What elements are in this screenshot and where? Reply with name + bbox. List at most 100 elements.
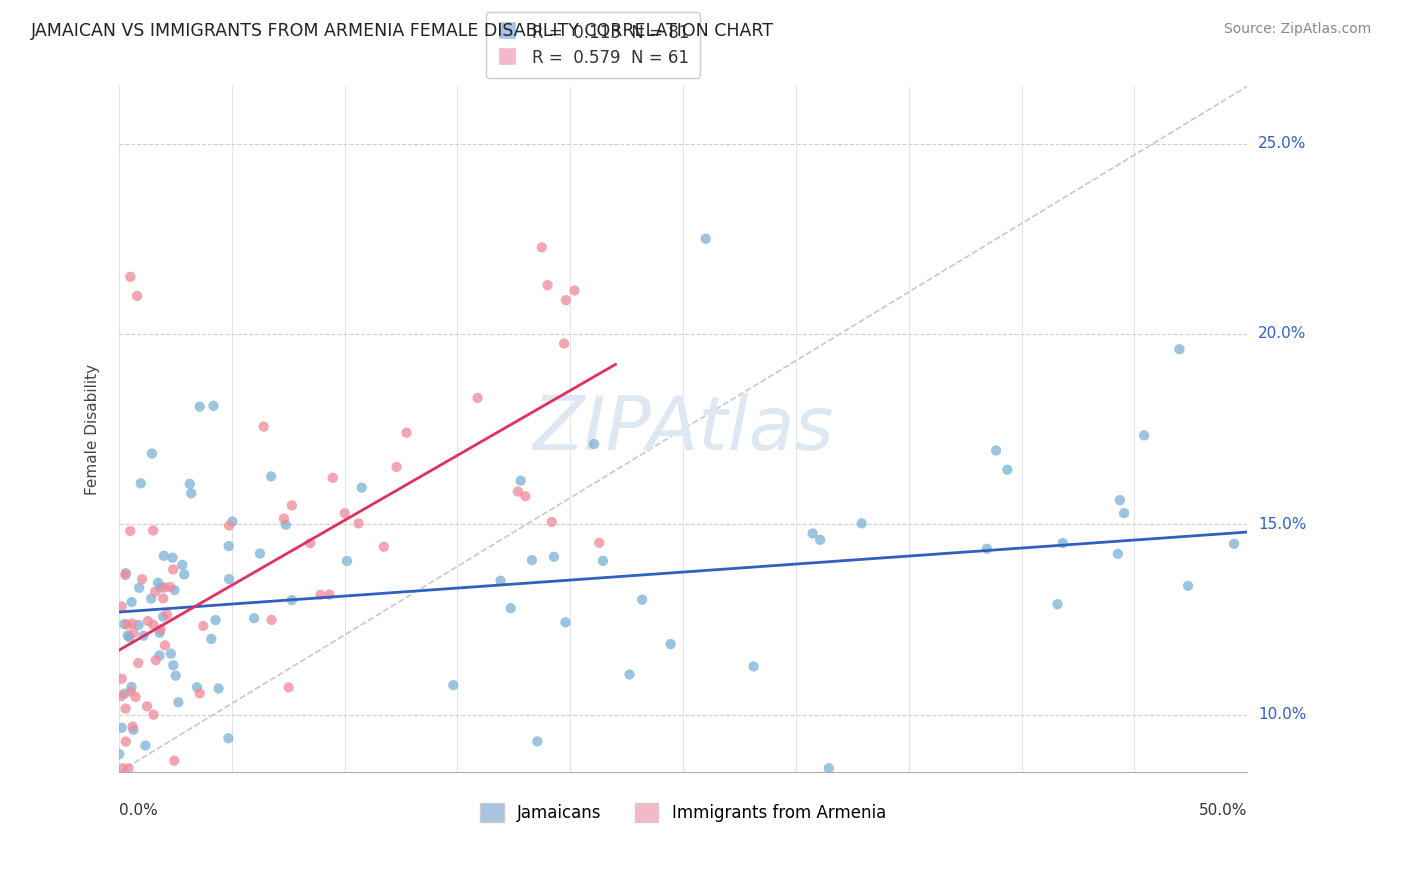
Point [1108, 493, 1130, 508]
Point [515, 489, 537, 503]
Point [120, 269, 142, 284]
Point [299, 536, 322, 550]
Point [149, 625, 172, 640]
Point [273, 511, 295, 525]
Point [115, 617, 138, 632]
Point [162, 562, 184, 576]
Point [167, 695, 190, 709]
Text: JAMAICAN VS IMMIGRANTS FROM ARMENIA FEMALE DISABILITY CORRELATION CHART: JAMAICAN VS IMMIGRANTS FROM ARMENIA FEMA… [31, 22, 773, 40]
Point [122, 626, 145, 640]
Point [395, 425, 418, 440]
Point [128, 618, 150, 632]
Point [260, 469, 283, 483]
Point [851, 516, 873, 531]
Point [554, 615, 576, 630]
Point [179, 476, 201, 491]
Point [112, 617, 135, 632]
Point [1107, 547, 1129, 561]
Point [808, 533, 831, 547]
Point [202, 399, 225, 413]
Point [218, 518, 240, 533]
Point [159, 580, 181, 594]
Point [801, 526, 824, 541]
Point [1112, 506, 1135, 520]
Point [564, 284, 586, 298]
Point [260, 613, 283, 627]
Point [309, 588, 332, 602]
Point [322, 471, 344, 485]
Point [995, 463, 1018, 477]
Point [132, 629, 155, 643]
Point [373, 540, 395, 554]
Point [108, 747, 131, 761]
Point [142, 707, 165, 722]
Point [121, 616, 143, 631]
Point [1052, 536, 1074, 550]
Point [128, 581, 150, 595]
Point [1046, 597, 1069, 611]
Point [160, 647, 183, 661]
Point [146, 575, 169, 590]
Point [553, 336, 575, 351]
Point [172, 558, 194, 572]
Point [152, 591, 174, 606]
Point [350, 481, 373, 495]
Point [120, 524, 142, 538]
Point [536, 278, 558, 293]
Point [110, 689, 132, 703]
Point [121, 720, 143, 734]
Point [186, 680, 208, 694]
Point [695, 232, 717, 246]
Text: 50.0%: 50.0% [1199, 803, 1247, 818]
Point [149, 623, 172, 637]
Point [217, 731, 239, 746]
Text: ZIPAtlas: ZIPAtlas [533, 393, 834, 466]
Point [114, 568, 136, 582]
Point [252, 419, 274, 434]
Point [145, 653, 167, 667]
Point [243, 611, 266, 625]
Point [188, 400, 211, 414]
Point [153, 581, 176, 595]
Point [117, 628, 139, 642]
Point [136, 614, 159, 628]
Point [336, 554, 359, 568]
Point [742, 659, 765, 673]
Point [1223, 537, 1246, 551]
Point [173, 567, 195, 582]
Point [520, 553, 543, 567]
Point [619, 667, 641, 681]
Point [115, 566, 138, 581]
Point [588, 536, 610, 550]
Point [204, 613, 226, 627]
Point [131, 572, 153, 586]
Point [318, 588, 340, 602]
Point [249, 547, 271, 561]
Point [506, 484, 529, 499]
Point [555, 293, 578, 308]
Point [1177, 579, 1199, 593]
Point [274, 517, 297, 532]
Y-axis label: Female Disability: Female Disability [86, 364, 100, 495]
Point [148, 648, 170, 663]
Point [277, 681, 299, 695]
Point [499, 601, 522, 615]
Point [152, 549, 174, 563]
Point [467, 391, 489, 405]
Point [156, 607, 179, 622]
Point [818, 761, 841, 775]
Point [281, 499, 304, 513]
Point [143, 584, 166, 599]
Point [111, 721, 134, 735]
Point [221, 515, 243, 529]
Text: 25.0%: 25.0% [1258, 136, 1306, 151]
Point [540, 515, 562, 529]
Point [111, 761, 134, 775]
Point [163, 754, 186, 768]
Point [188, 686, 211, 700]
Point [118, 630, 141, 644]
Point [141, 591, 163, 606]
Point [120, 684, 142, 698]
Point [153, 638, 176, 652]
Point [207, 681, 229, 696]
